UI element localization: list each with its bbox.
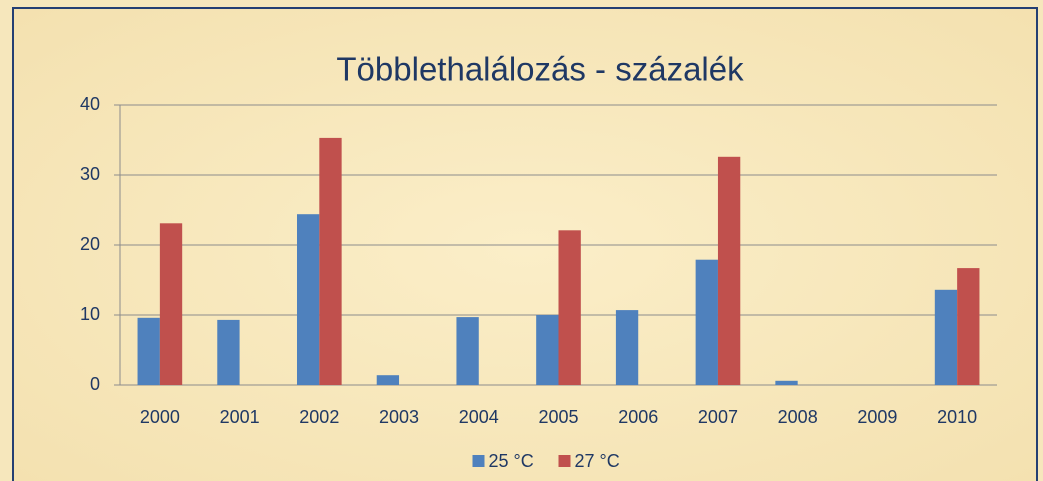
x-tick-label: 2004 xyxy=(459,407,499,427)
bar xyxy=(615,310,639,385)
x-tick-label: 2001 xyxy=(220,407,260,427)
legend-swatch xyxy=(472,455,485,467)
x-tick-label: 2005 xyxy=(538,407,578,427)
y-tick-label: 40 xyxy=(80,94,100,114)
y-tick-label: 20 xyxy=(80,234,100,254)
bar xyxy=(137,317,160,385)
bar xyxy=(376,375,400,385)
x-tick-label: 2003 xyxy=(379,407,419,427)
x-tick-label: 2002 xyxy=(299,407,339,427)
legend-label: 27 °C xyxy=(575,451,620,471)
bar xyxy=(695,259,718,385)
x-tick-label: 2008 xyxy=(778,407,818,427)
bar xyxy=(456,317,479,385)
x-tick-label: 2010 xyxy=(937,407,977,427)
x-tick-label: 2007 xyxy=(698,407,738,427)
bar xyxy=(159,223,183,385)
y-tick-label: 10 xyxy=(80,304,100,324)
legend-swatch xyxy=(558,455,571,467)
bar xyxy=(536,315,559,385)
bar xyxy=(217,319,240,385)
x-tick-label: 2006 xyxy=(618,407,658,427)
x-tick-label: 2000 xyxy=(140,407,180,427)
x-tick-label: 2009 xyxy=(857,407,897,427)
bar xyxy=(957,268,980,385)
chart-title: Többlethalálozás - százalék xyxy=(336,51,744,88)
bar xyxy=(319,137,342,385)
bar xyxy=(717,156,741,385)
bar xyxy=(934,289,958,385)
bar xyxy=(775,380,798,385)
y-tick-label: 0 xyxy=(90,374,100,394)
legend-label: 25 °C xyxy=(489,451,534,471)
y-tick-label: 30 xyxy=(80,164,100,184)
bar xyxy=(558,230,581,385)
bar xyxy=(296,214,320,385)
